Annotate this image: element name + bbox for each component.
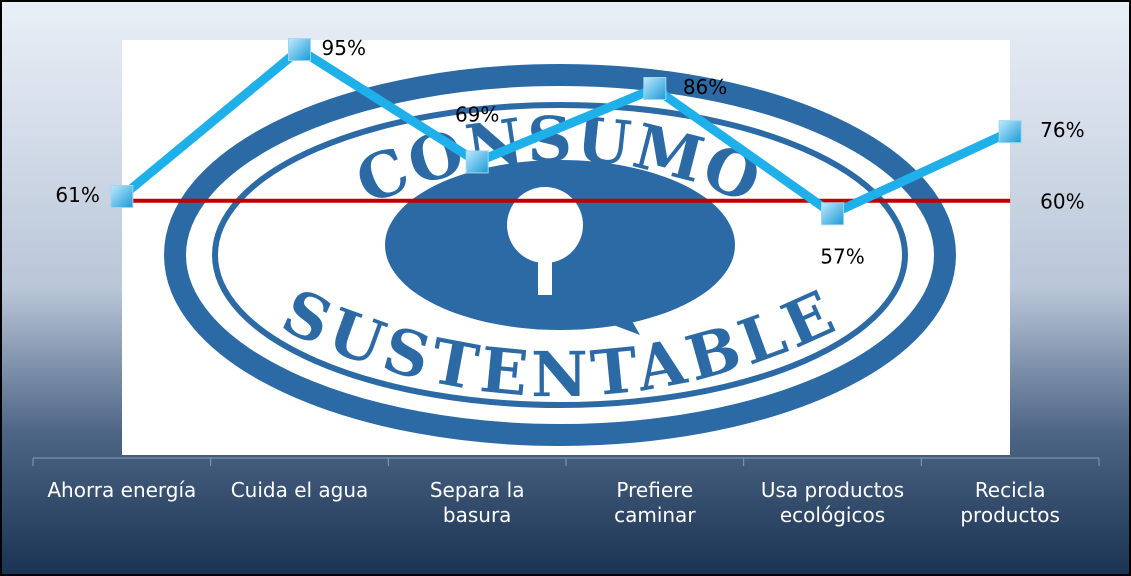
marker xyxy=(644,77,666,99)
reference-label: 60% xyxy=(1040,189,1084,213)
marker xyxy=(999,121,1021,143)
x-tick-label: Prefiere caminar xyxy=(580,478,730,528)
x-tick-label: Separa la basura xyxy=(402,478,552,528)
x-tick-label: Usa productos ecológicos xyxy=(758,478,908,528)
data-label: 61% xyxy=(55,183,99,207)
data-label: 76% xyxy=(1040,118,1084,142)
marker xyxy=(822,203,844,225)
data-label: 69% xyxy=(455,102,499,126)
data-label: 57% xyxy=(820,244,864,268)
chart: CONSUMO SUSTENTABLE 60%61%95%69%86%57%76… xyxy=(0,0,1131,576)
data-label: 95% xyxy=(322,36,366,60)
marker xyxy=(466,151,488,173)
x-tick-label: Ahorra energía xyxy=(47,478,197,503)
marker xyxy=(111,185,133,207)
x-tick-label: Cuida el agua xyxy=(225,478,375,503)
x-tick-label: Recicla productos xyxy=(935,478,1085,528)
marker xyxy=(289,39,311,61)
data-label: 86% xyxy=(683,75,727,99)
